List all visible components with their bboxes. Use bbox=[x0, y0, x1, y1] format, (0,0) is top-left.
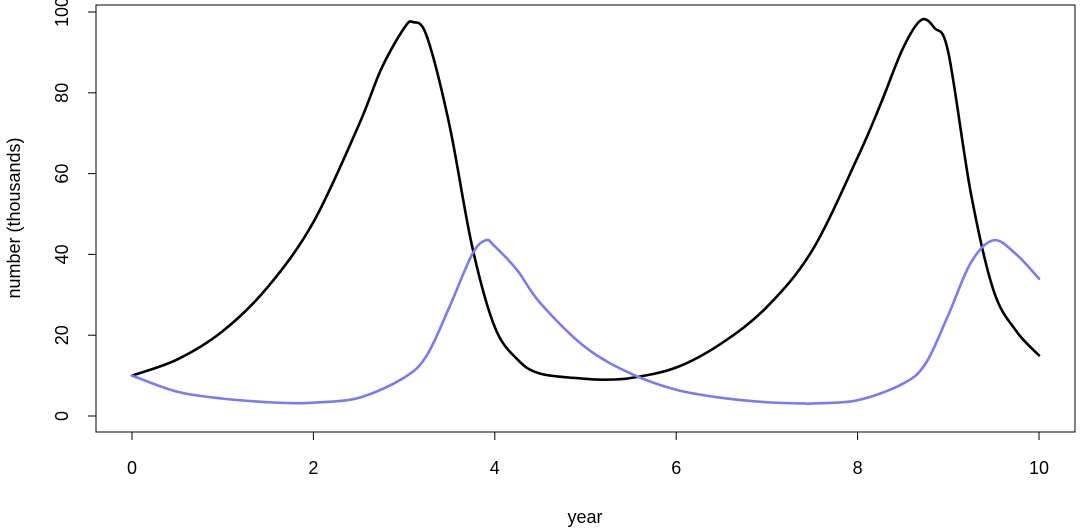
x-tick-label: 8 bbox=[853, 458, 863, 478]
y-tick-label: 0 bbox=[52, 411, 72, 421]
y-tick-label: 80 bbox=[52, 83, 72, 103]
y-axis-title: number (thousands) bbox=[4, 137, 24, 298]
x-axis: 0 2 4 6 8 10 bbox=[127, 431, 1049, 478]
plot-frame bbox=[95, 4, 1076, 433]
series-line-2 bbox=[130, 238, 1041, 406]
y-tick-label: 20 bbox=[52, 325, 72, 345]
x-tick-label: 0 bbox=[127, 458, 137, 478]
series-layer bbox=[130, 17, 1041, 406]
x-tick-label: 4 bbox=[490, 458, 500, 478]
x-tick-label: 10 bbox=[1029, 458, 1049, 478]
series-line-1 bbox=[130, 17, 1041, 382]
y-tick-label: 40 bbox=[52, 244, 72, 264]
x-tick-label: 6 bbox=[671, 458, 681, 478]
x-tick-label: 2 bbox=[308, 458, 318, 478]
y-axis: 0 20 40 60 80 100 bbox=[52, 0, 97, 421]
y-tick-label: 60 bbox=[52, 164, 72, 184]
y-tick-label: 100 bbox=[52, 0, 72, 27]
x-axis-title: year bbox=[567, 507, 602, 527]
